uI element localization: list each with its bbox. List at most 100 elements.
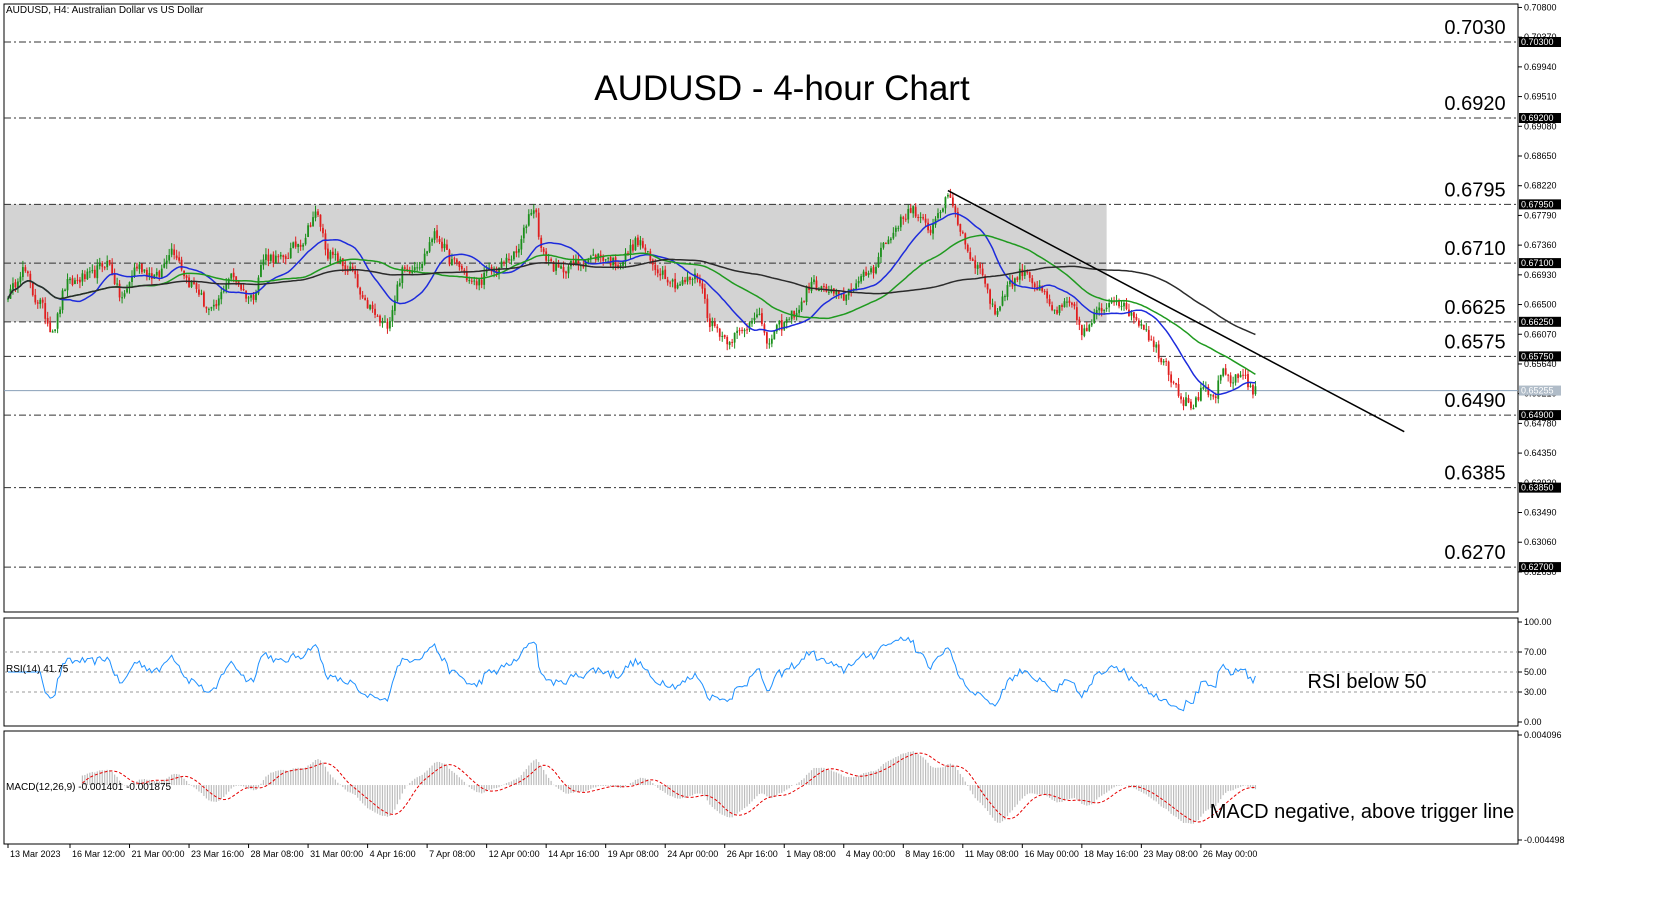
- candle-body: [991, 303, 994, 305]
- candle-body: [1056, 309, 1058, 314]
- candle-body: [669, 282, 672, 284]
- candle-body: [448, 250, 451, 265]
- candle-body: [557, 264, 560, 268]
- candle-body: [713, 322, 716, 326]
- candle-body: [969, 252, 972, 260]
- candle-body: [783, 321, 786, 330]
- candle-body: [954, 206, 957, 213]
- candle-body: [622, 261, 624, 266]
- candle-body: [644, 247, 647, 251]
- candle-body: [1157, 344, 1160, 359]
- candle-body: [584, 262, 587, 267]
- candle-body: [842, 292, 845, 301]
- candle-body: [101, 263, 104, 267]
- candle-body: [629, 244, 632, 255]
- candle-body: [131, 275, 133, 282]
- candle-body: [520, 239, 523, 250]
- candle-body: [721, 335, 724, 337]
- candle-body: [327, 248, 329, 259]
- candle-body: [686, 276, 689, 282]
- candle-body: [535, 209, 538, 213]
- candle-body: [1232, 382, 1235, 384]
- candle-body: [1212, 394, 1215, 397]
- candle-body: [875, 266, 877, 274]
- candle-body: [1217, 380, 1220, 399]
- candle-body: [274, 255, 277, 264]
- candle-body: [418, 267, 421, 269]
- price-axis-tick-label: 0.68220: [1524, 181, 1557, 191]
- candle-body: [1160, 358, 1163, 363]
- candle-body: [190, 281, 193, 287]
- candle-body: [602, 256, 605, 261]
- candle-body: [64, 289, 66, 291]
- price-axis-tick-label: 0.64780: [1524, 418, 1557, 428]
- candle-body: [1026, 271, 1029, 273]
- candle-body: [413, 267, 416, 271]
- moving-average-line: [7, 234, 1256, 375]
- candle-body: [577, 258, 580, 266]
- candle-body: [393, 300, 396, 311]
- candle-body: [1133, 312, 1135, 318]
- candle-body: [26, 271, 29, 274]
- candle-body: [54, 329, 57, 331]
- candle-body: [768, 343, 771, 345]
- candle-body: [478, 279, 481, 286]
- candle-body: [292, 242, 295, 248]
- candle-body: [468, 280, 471, 282]
- candle-body: [158, 271, 161, 277]
- symbol-label: AUDUSD, H4: Australian Dollar vs US Doll…: [6, 5, 204, 16]
- candle-body: [369, 304, 371, 310]
- candle-body: [736, 330, 739, 333]
- level-label: 0.6490: [1444, 390, 1505, 412]
- candle-body: [929, 229, 932, 233]
- candle-body: [1165, 360, 1168, 362]
- candle-body: [517, 248, 520, 253]
- candle-body: [1175, 383, 1177, 385]
- candle-body: [899, 216, 902, 228]
- candle-body: [297, 243, 300, 248]
- candle-body: [1214, 396, 1217, 398]
- candle-body: [143, 269, 146, 272]
- candle-body: [299, 244, 302, 247]
- candle-body: [168, 255, 171, 261]
- candle-body: [966, 244, 969, 252]
- candle-body: [706, 298, 709, 318]
- candle-body: [689, 276, 691, 281]
- candle-body: [909, 208, 912, 213]
- candle-body: [656, 269, 659, 274]
- candle-body: [1080, 324, 1083, 336]
- candle-body: [232, 272, 235, 278]
- trendline: [947, 189, 1405, 433]
- candle-body: [703, 288, 706, 299]
- candle-body: [116, 283, 119, 285]
- candle-body: [904, 218, 907, 220]
- price-axis-tick-label: 0.69080: [1524, 121, 1557, 131]
- candle-body: [780, 320, 783, 331]
- candle-body: [222, 290, 225, 292]
- candle-body: [356, 274, 359, 288]
- candle-body: [31, 281, 34, 296]
- candle-body: [939, 212, 942, 214]
- candle-body: [136, 266, 138, 269]
- candle-body: [287, 257, 290, 259]
- candle-body: [203, 292, 205, 307]
- candle-body: [567, 266, 570, 274]
- time-axis-tick-label: 8 May 16:00: [905, 849, 955, 859]
- level-price-tag-label: 0.63850: [1521, 483, 1554, 493]
- candle-body: [91, 270, 94, 272]
- candle-body: [17, 281, 19, 288]
- candle-body: [639, 240, 642, 246]
- candle-body: [800, 301, 803, 311]
- candle-body: [862, 271, 865, 277]
- candle-body: [1073, 303, 1076, 307]
- price-axis-tick-label: 0.69510: [1524, 92, 1557, 102]
- candle-body: [870, 268, 872, 273]
- candle-body: [200, 293, 203, 295]
- candle-body: [718, 328, 721, 337]
- price-axis-tick-label: 0.67790: [1524, 210, 1557, 220]
- candle-body: [1013, 278, 1016, 287]
- candle-body: [59, 309, 61, 314]
- candle-body: [106, 260, 109, 268]
- candle-body: [163, 263, 166, 268]
- candle-body: [215, 303, 218, 307]
